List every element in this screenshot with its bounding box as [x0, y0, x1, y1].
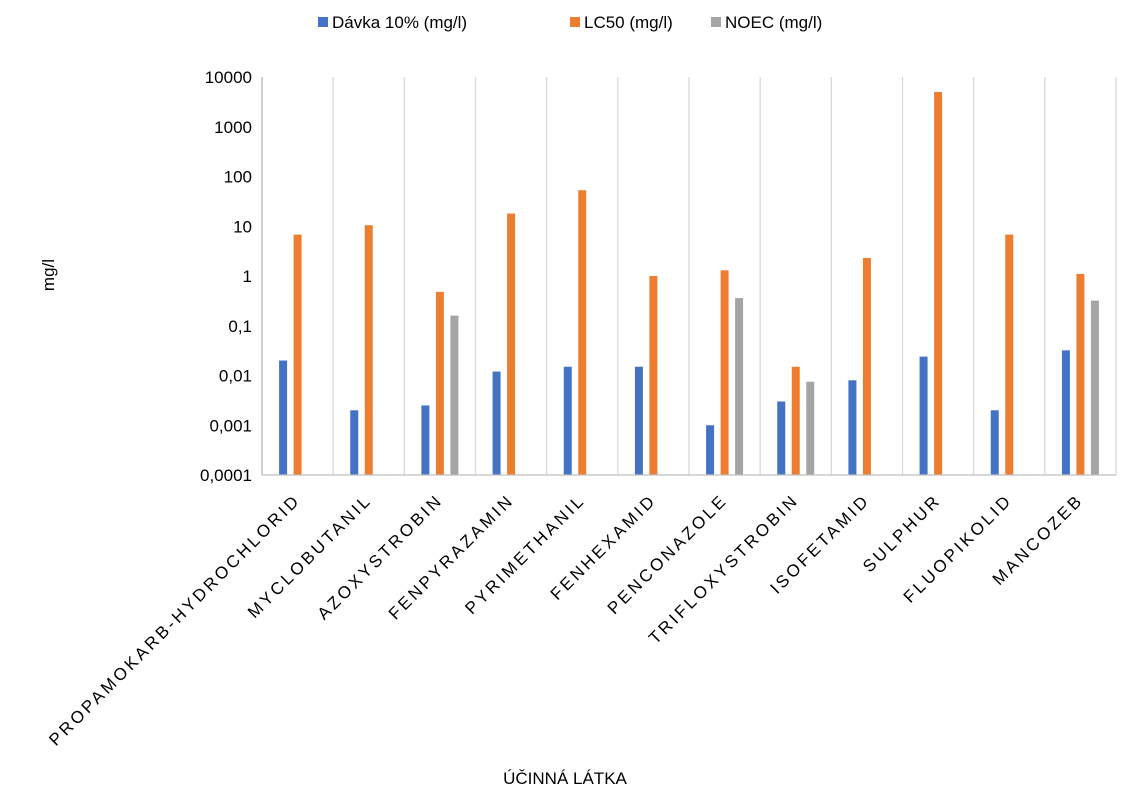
x-tick-label: TRIFLOXYSTROBIN — [645, 490, 802, 647]
bar-davka — [563, 366, 572, 475]
bar-lc50 — [293, 234, 302, 475]
bar-lc50 — [1076, 273, 1085, 475]
legend-swatch — [318, 17, 328, 27]
x-tick-labels: PROPAMOKARB-HYDROCHLORIDMYCLOBUTANILAZOX… — [45, 490, 1087, 749]
x-tick-label: PROPAMOKARB-HYDROCHLORID — [45, 490, 304, 749]
bar-lc50 — [435, 291, 444, 475]
bar-lc50 — [507, 213, 516, 476]
y-tick-label: 100 — [224, 168, 252, 187]
bar-davka — [919, 356, 928, 475]
bar-lc50 — [720, 270, 729, 475]
bar-davka — [634, 366, 643, 475]
bar-davka — [1061, 350, 1070, 475]
x-tick-label: MYCLOBUTANIL — [244, 490, 376, 622]
bar-davka — [848, 380, 857, 475]
bar-lc50 — [934, 91, 943, 475]
bar-noec — [735, 298, 744, 475]
bar-noec — [806, 381, 815, 475]
y-tick-label: 10000 — [205, 68, 252, 87]
bar-lc50 — [578, 190, 587, 475]
y-tick-label: 10 — [233, 217, 252, 236]
bar-noec — [1090, 300, 1099, 475]
bar-lc50 — [649, 276, 658, 475]
bar-davka — [777, 401, 786, 475]
y-tick-label: 0,001 — [209, 416, 252, 435]
bar-lc50 — [791, 366, 800, 475]
bar-davka — [990, 410, 999, 475]
legend: Dávka 10% (mg/l) LC50 (mg/l) NOEC (mg/l) — [318, 13, 822, 32]
x-tick-label: PYRIMETHANIL — [461, 490, 589, 618]
gridlines — [261, 77, 1117, 475]
bar-lc50 — [862, 258, 871, 475]
legend-label: NOEC (mg/l) — [725, 13, 822, 32]
y-tick-label: 0,1 — [228, 317, 252, 336]
bar-davka — [279, 360, 288, 475]
y-tick-label: 1 — [243, 267, 252, 286]
bars — [279, 91, 1099, 476]
y-tick-labels: 0,0001 0,001 0,01 0,1 1 10 100 1000 10000 — [200, 68, 252, 485]
x-tick-label: AZOXYSTROBIN — [314, 490, 447, 623]
legend-label: LC50 (mg/l) — [584, 13, 673, 32]
bar-davka — [492, 371, 501, 475]
legend-swatch — [711, 17, 721, 27]
y-tick-label: 1000 — [214, 118, 252, 137]
bar-lc50 — [1005, 234, 1014, 475]
bar-davka — [421, 405, 430, 475]
y-axis-label: mg/l — [39, 259, 58, 291]
y-tick-label: 0,01 — [219, 367, 252, 386]
bar-lc50 — [364, 225, 373, 475]
x-tick-label: PENCONAZOLE — [604, 490, 732, 618]
x-axis-label: ÚČINNÁ LÁTKA — [503, 769, 627, 788]
legend-label: Dávka 10% (mg/l) — [332, 13, 467, 32]
y-tick-label: 0,0001 — [200, 466, 252, 485]
bar-noec — [450, 315, 459, 475]
bar-davka — [706, 425, 715, 475]
axes — [261, 77, 1116, 476]
legend-swatch — [570, 17, 580, 27]
x-tick-label: FENPYRAZAMIN — [385, 490, 518, 623]
bar-davka — [350, 410, 359, 475]
